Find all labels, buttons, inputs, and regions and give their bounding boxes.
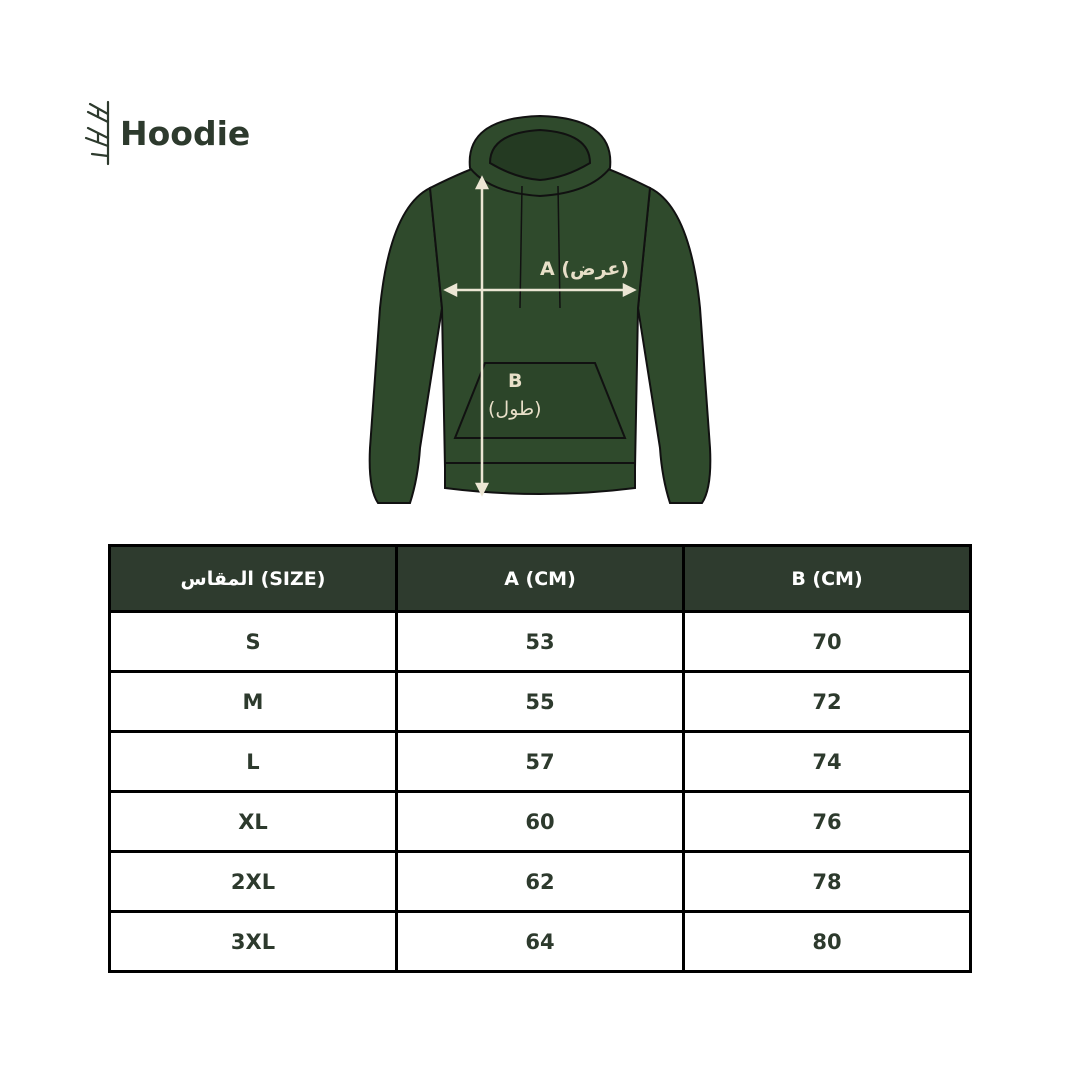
b-cell: 74 (682, 730, 972, 793)
table-row: L 57 74 (108, 730, 972, 793)
table-row: 2XL 62 78 (108, 850, 972, 913)
brand-logo: Hoodie (84, 100, 250, 166)
measurement-label-b: B (508, 370, 523, 392)
b-cell: 70 (682, 610, 972, 673)
b-cell: 72 (682, 670, 972, 733)
table-row: M 55 72 (108, 670, 972, 733)
size-cell: M (108, 670, 398, 733)
measurement-label-b-sub: (طول) (488, 398, 542, 420)
size-cell: XL (108, 790, 398, 853)
a-cell: 60 (395, 790, 685, 853)
b-cell: 80 (682, 910, 972, 973)
a-cell: 53 (395, 610, 685, 673)
table-row: XL 60 76 (108, 790, 972, 853)
header-a: A (CM) (395, 544, 685, 613)
size-cell: 2XL (108, 850, 398, 913)
b-cell: 76 (682, 790, 972, 853)
table-header-row: المقاس (SIZE) A (CM) B (CM) (108, 544, 972, 613)
brand-name: Hoodie (120, 113, 251, 153)
table-row: 3XL 64 80 (108, 910, 972, 973)
a-cell: 62 (395, 850, 685, 913)
a-cell: 57 (395, 730, 685, 793)
b-cell: 78 (682, 850, 972, 913)
a-cell: 55 (395, 670, 685, 733)
size-chart-table: المقاس (SIZE) A (CM) B (CM) S 53 70 M 55 72 L 5… (108, 544, 972, 973)
hoodie-graphic (368, 114, 712, 504)
table-row: S 53 70 (108, 610, 972, 673)
header-size: المقاس (SIZE) (108, 544, 398, 613)
size-cell: S (108, 610, 398, 673)
a-cell: 64 (395, 910, 685, 973)
size-cell: L (108, 730, 398, 793)
hoodie-illustration: A (عرض) B (طول) (360, 108, 720, 513)
measurement-label-a: A (عرض) (540, 258, 630, 280)
size-cell: 3XL (108, 910, 398, 973)
branch-icon (84, 100, 110, 166)
header-b: B (CM) (682, 544, 972, 613)
